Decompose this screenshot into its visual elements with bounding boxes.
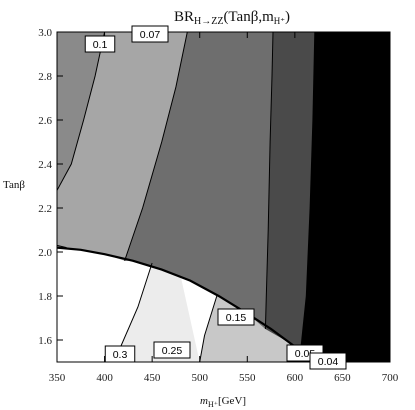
region-0.3 bbox=[114, 263, 200, 362]
y-tick-label: 2.0 bbox=[38, 247, 52, 259]
region-0.1 bbox=[57, 32, 188, 261]
contour-line-0.05 bbox=[264, 32, 274, 330]
region-0.07 bbox=[124, 32, 273, 329]
x-tick-label: 550 bbox=[239, 372, 256, 384]
x-axis-label: mH⁺[GeV] bbox=[200, 395, 246, 409]
y-tick-label: 1.8 bbox=[38, 291, 52, 303]
contour-line-0.04 bbox=[300, 32, 316, 352]
contour-label-0.15: 0.15 bbox=[226, 312, 247, 324]
x-tick-label: 700 bbox=[382, 372, 399, 384]
excluded-boundary bbox=[57, 246, 310, 359]
x-axis-label-main: m bbox=[200, 395, 208, 407]
title-args-subscript: H⁺ bbox=[274, 16, 285, 26]
contour-line-0.3 bbox=[118, 262, 153, 352]
contour-label-0.07: 0.07 bbox=[140, 29, 161, 41]
y-tick-label: 1.6 bbox=[38, 335, 52, 347]
x-tick-labels: 350 400 450 500 550 600 650 700 bbox=[49, 372, 399, 384]
contour-line-0.25 bbox=[199, 295, 218, 362]
title-close: ) bbox=[285, 9, 290, 25]
contour-label-box-0.04 bbox=[309, 352, 347, 370]
region-0.05 bbox=[265, 32, 315, 351]
x-tick-label: 450 bbox=[144, 372, 161, 384]
region-0.1-left bbox=[57, 32, 105, 191]
plot-frame bbox=[56, 31, 391, 363]
contour-label-box-0.15 bbox=[217, 308, 255, 326]
x-tick-label: 500 bbox=[191, 372, 208, 384]
y-axis-label: Tanβ bbox=[3, 179, 25, 191]
contour-label-0.3: 0.3 bbox=[113, 349, 128, 361]
contour-line-0.1 bbox=[57, 32, 106, 191]
contour-labels: 0.3 0.250.150.10.070.050.04 bbox=[84, 25, 347, 370]
x-tick-label: 400 bbox=[96, 372, 113, 384]
contour-label-0.04: 0.04 bbox=[318, 356, 339, 368]
x-tick-label: 650 bbox=[334, 372, 351, 384]
contour-lines bbox=[57, 32, 316, 362]
axis-ticks bbox=[56, 31, 391, 362]
y-tick-label: 2.4 bbox=[38, 159, 52, 171]
contour-label-0.25: 0.25 bbox=[162, 345, 183, 357]
contour-label-box-0.25 bbox=[153, 341, 191, 359]
contour-label-box-0.1 bbox=[84, 35, 116, 53]
y-tick-labels: 1.6 1.8 2.0 2.2 2.4 2.6 2.8 3.0 bbox=[38, 27, 52, 347]
y-tick-label: 2.8 bbox=[38, 71, 52, 83]
region-0.04 bbox=[300, 32, 390, 362]
contour-line-0.07 bbox=[124, 32, 188, 261]
x-axis-label-unit: [GeV] bbox=[218, 395, 246, 407]
title-args: (Tanβ,m bbox=[223, 9, 274, 25]
title-subscript: H→ZZ bbox=[194, 16, 223, 27]
contour-label-box-0.3 bbox=[104, 345, 136, 363]
contour-regions bbox=[57, 32, 390, 362]
contour-label-box-0.07 bbox=[131, 25, 169, 43]
chart-title: BRH→ZZ(Tanβ,mH⁺) bbox=[174, 9, 290, 27]
x-tick-label: 600 bbox=[287, 372, 304, 384]
contour-label-0.1: 0.1 bbox=[93, 39, 108, 51]
x-tick-label: 350 bbox=[49, 372, 66, 384]
x-axis-label-sub: H⁺ bbox=[208, 400, 218, 409]
y-tick-label: 2.6 bbox=[38, 115, 52, 127]
y-tick-label: 2.2 bbox=[38, 203, 52, 215]
y-tick-label: 3.0 bbox=[38, 27, 52, 39]
